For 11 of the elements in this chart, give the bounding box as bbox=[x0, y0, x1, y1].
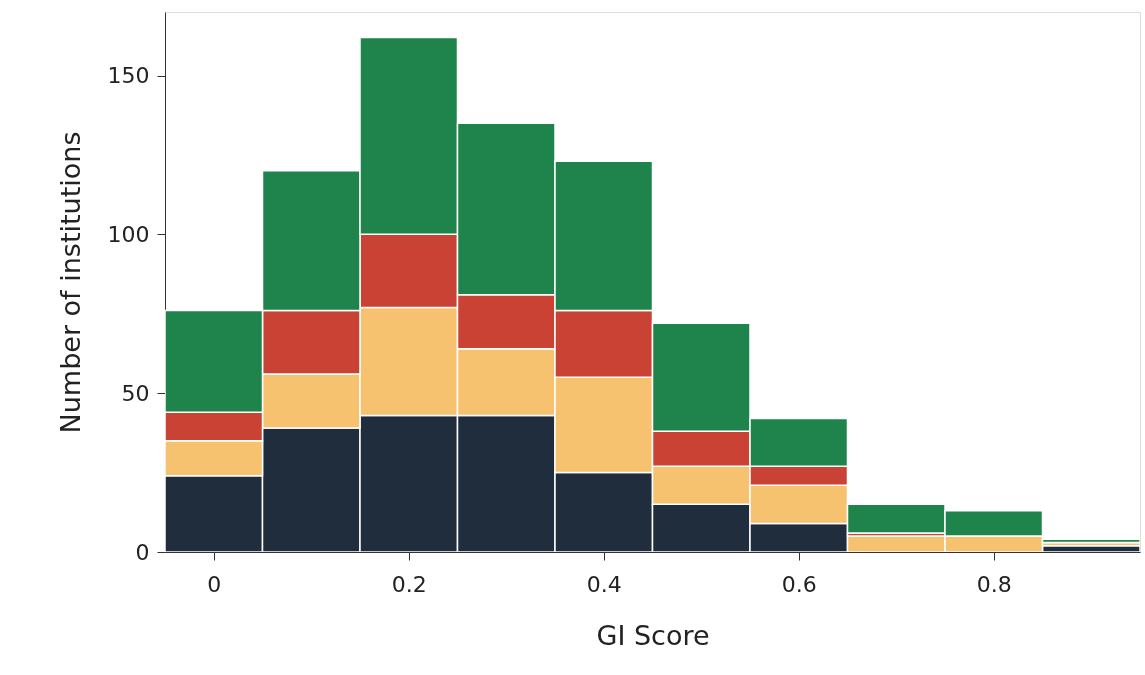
x-tick-label: 0.6 bbox=[781, 571, 817, 597]
x-tick-label: 0.4 bbox=[586, 571, 622, 597]
y-axis-title: Number of institutions bbox=[54, 131, 86, 434]
y-tick-label: 100 bbox=[107, 221, 150, 247]
x-axis-title: GI Score bbox=[596, 619, 710, 651]
x-tick-label: 0.2 bbox=[391, 571, 427, 597]
x-tick-label: 0.8 bbox=[976, 571, 1012, 597]
y-tick-label: 50 bbox=[121, 380, 150, 406]
y-tick-label: 0 bbox=[135, 539, 150, 565]
x-tick-label: 0 bbox=[207, 571, 222, 597]
y-tick-label: 150 bbox=[107, 63, 150, 89]
